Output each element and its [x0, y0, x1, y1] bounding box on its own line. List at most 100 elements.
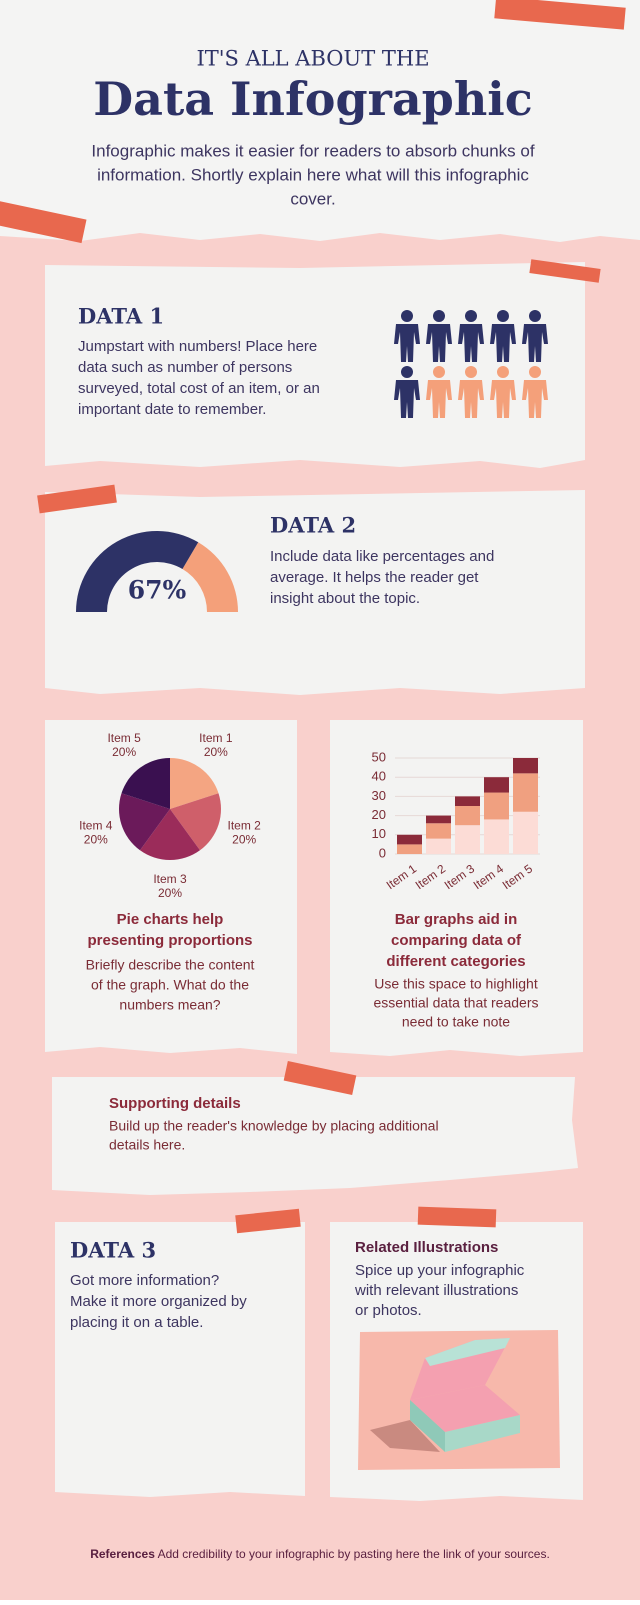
body-line: numbers mean? [119, 997, 220, 1013]
person-icon [490, 366, 516, 418]
person-body [458, 380, 484, 418]
pie-slice [119, 793, 170, 851]
tape [494, 0, 626, 30]
tape [529, 259, 601, 283]
pie-category: Item 3 [153, 872, 187, 886]
body-line: surveyed, total cost of an item, or an [78, 380, 320, 397]
bar-segment [455, 806, 480, 826]
pie-category: Item 2 [228, 818, 262, 832]
box-illustration [358, 1330, 560, 1470]
y-tick-label: 0 [379, 845, 386, 860]
person-head [433, 366, 445, 378]
body-line: Jumpstart with numbers! Place here [78, 338, 317, 355]
y-tick-label: 20 [372, 807, 386, 822]
card-title: comparing data of [391, 932, 522, 949]
body-line: essential data that readers [374, 995, 539, 1011]
person-body [490, 324, 516, 362]
person-head [529, 310, 541, 322]
pie-category: Item 4 [79, 818, 113, 832]
kicker: IT'S ALL ABOUT THE [196, 47, 429, 71]
card [55, 1222, 305, 1497]
person-icon [394, 366, 420, 418]
pie-slice [121, 758, 170, 809]
person-icon [522, 310, 548, 362]
pie-slice [170, 758, 219, 809]
references: References Add credibility to your infog… [90, 1547, 550, 1561]
y-tick-label: 50 [372, 749, 386, 764]
main-title: Data Infographic [93, 72, 533, 126]
card [45, 262, 585, 468]
gauge-track [182, 542, 238, 612]
person-body [394, 324, 420, 362]
intro-line: Infographic makes it easier for readers … [91, 141, 534, 160]
person-head [401, 366, 413, 378]
card-title: Related Illustrations [355, 1239, 498, 1256]
body-line: Include data like percentages and [270, 548, 494, 565]
pie-category: Item 1 [199, 731, 233, 745]
pie-value-label: 20% [84, 832, 108, 846]
person-icon [490, 310, 516, 362]
bar-segment [513, 811, 538, 854]
person-icon [522, 366, 548, 418]
tape [283, 1060, 357, 1096]
person-body [458, 324, 484, 362]
card [52, 1077, 578, 1195]
person-head [497, 310, 509, 322]
header-band [0, 0, 640, 242]
tape [417, 1206, 497, 1228]
body-line: Use this space to highlight [374, 976, 538, 992]
body-line: Build up the reader's knowledge by placi… [109, 1118, 439, 1134]
body-line: placing it on a table. [70, 1314, 203, 1331]
body-line: details here. [109, 1137, 185, 1153]
gauge-label: 67% [128, 576, 187, 605]
body-line: Spice up your infographic [355, 1262, 525, 1279]
bar-segment [455, 796, 480, 806]
gauge-value [76, 531, 199, 612]
y-tick-label: 10 [372, 826, 386, 841]
card-title: presenting proportions [88, 932, 253, 949]
pie-category: Item 5 [107, 731, 141, 745]
card-title: Supporting details [109, 1095, 241, 1112]
bar-segment [426, 823, 451, 839]
person-icon [394, 310, 420, 362]
tape [0, 199, 87, 244]
section-title: DATA 2 [270, 513, 356, 538]
body-line: important date to remember. [78, 401, 266, 418]
bar-segment [426, 815, 451, 824]
bar-segment [426, 838, 451, 854]
bar-segment [484, 792, 509, 820]
card-title: different categories [386, 953, 525, 970]
pie-value-label: 20% [158, 886, 182, 900]
section-title: DATA 3 [70, 1238, 156, 1263]
pie-slice [170, 793, 221, 851]
intro-line: information. Shortly explain here what w… [97, 165, 529, 184]
body-line: Make it more organized by [70, 1293, 247, 1310]
body-line: insight about the topic. [270, 590, 420, 607]
references-text: Add credibility to your infographic by p… [158, 1547, 550, 1561]
pie-slice [140, 809, 200, 860]
bar-segment [513, 773, 538, 812]
body-line: or photos. [355, 1302, 422, 1319]
person-icon [458, 310, 484, 362]
bar-segment [397, 844, 422, 854]
body-line: Got more information? [70, 1272, 219, 1289]
person-icon [458, 366, 484, 418]
bar-segment [397, 834, 422, 845]
person-body [426, 380, 452, 418]
card [45, 720, 297, 1054]
pie-value-label: 20% [112, 745, 136, 759]
body-line: with relevant illustrations [354, 1282, 518, 1299]
bar-segment [484, 819, 509, 854]
intro-line: cover. [290, 189, 335, 208]
person-body [394, 380, 420, 418]
tape [235, 1208, 301, 1234]
person-head [433, 310, 445, 322]
person-icon [426, 366, 452, 418]
body-line: need to take note [402, 1014, 510, 1030]
bar-segment [484, 777, 509, 793]
y-tick-label: 40 [372, 769, 386, 784]
section-title: DATA 1 [78, 304, 164, 329]
body-line: of the graph. What do the [91, 977, 249, 993]
person-icon [426, 310, 452, 362]
